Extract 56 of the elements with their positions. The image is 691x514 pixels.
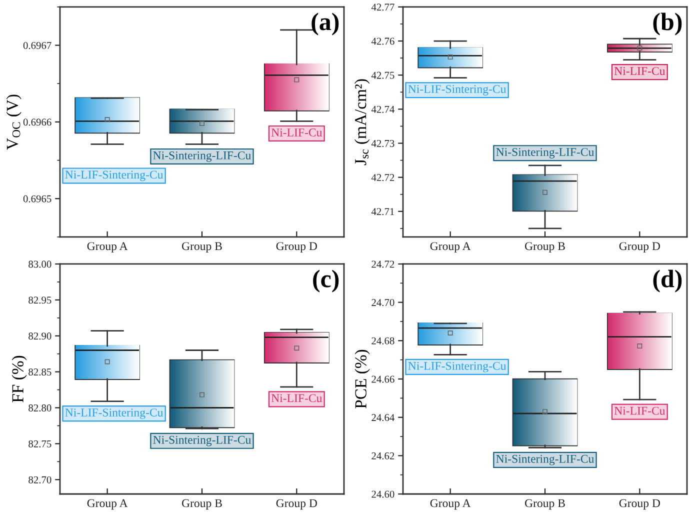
text: Ni-LIF-Cu [271, 394, 322, 402]
y-tick-label: 82.70 [28, 476, 52, 484]
series-label: Ni-LIF-Cu [614, 67, 666, 76]
y-axis-title: J$_{sc}$ (mA/cm²) [354, 79, 370, 166]
x-tick-label: Group D [619, 499, 660, 510]
y-tick-label: 42.73 [371, 140, 394, 148]
y-tick-label: 42.77 [371, 4, 394, 11]
chart-title: (c) [313, 270, 339, 292]
y-tick-label: 24.66 [372, 376, 394, 383]
x-tick-label: Group D [276, 499, 317, 510]
y-tick-label: 42.71 [371, 208, 394, 216]
x-tick-label: Group A [430, 499, 471, 510]
y-tick-label: 82.95 [28, 296, 52, 304]
series-label: Ni-LIF-Cu [271, 128, 322, 136]
y-tick-label: 24.60 [372, 490, 394, 498]
series-label: Ni-Sintering-LIF-Cu [153, 436, 251, 446]
text: Ni-Sintering-LIF-Cu [153, 151, 251, 162]
chart-title: (d) [653, 270, 682, 292]
y-tick-label: 24.64 [372, 414, 394, 422]
x-tick-label: Group A [430, 242, 471, 253]
y-tick-label: 82.85 [28, 368, 52, 376]
series-label: Ni-Sintering-LIF-Cu [496, 454, 594, 466]
y-tick-label: 42.74 [371, 106, 394, 113]
y-tick-label: 82.90 [28, 332, 52, 340]
x-tick-label: Group A [87, 499, 128, 510]
y-tick-label: 24.62 [372, 452, 394, 460]
chart-title: (b) [653, 12, 682, 36]
y-tick-label: 0.6966 [23, 118, 52, 126]
y-tick-label: 0.6965 [23, 195, 52, 202]
x-tick-label: Group B [524, 499, 565, 510]
series-label: Ni-LIF-Sintering-Cu [408, 362, 506, 372]
y-tick-label: 42.75 [371, 72, 394, 79]
y-axis-title: V$_{OC}$ (V) [6, 94, 22, 150]
y-tick-label: 0.6967 [23, 42, 52, 50]
y-tick-label: 24.68 [372, 337, 394, 344]
text: Ni-LIF-Sintering-Cu [65, 408, 164, 419]
x-tick-label: Group B [182, 499, 222, 510]
series-label: Ni-LIF-Sintering-Cu [408, 85, 506, 96]
x-tick-label: Group B [524, 242, 565, 253]
y-tick-label: 82.80 [28, 404, 52, 412]
text: Ni-LIF-Sintering-Cu [65, 170, 164, 182]
y-tick-label: 42.72 [371, 174, 394, 182]
y-tick-label: 83.00 [28, 260, 52, 268]
y-tick-label: 24.70 [372, 299, 394, 306]
y-tick-label: 82.75 [28, 440, 52, 448]
y-axis-title: PCE (%) [354, 350, 370, 408]
x-tick-label: Group D [276, 242, 317, 253]
x-tick-label: Group A [87, 242, 128, 253]
x-tick-label: Group D [619, 242, 660, 253]
y-axis-title: FF (%) [12, 356, 27, 402]
series-label: Ni-Sintering-LIF-Cu [496, 148, 594, 158]
chart-title: (a) [312, 12, 339, 36]
x-tick-label: Group B [182, 242, 222, 253]
y-tick-label: 42.76 [371, 38, 394, 45]
y-tick-label: 24.72 [372, 260, 394, 268]
text: Ni-LIF-Cu [614, 406, 666, 415]
